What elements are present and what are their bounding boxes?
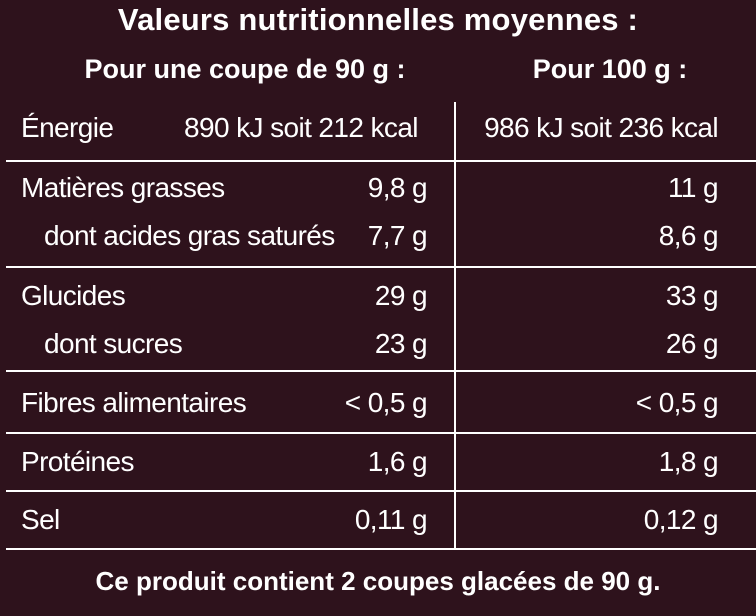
carbs-per-portion: 29 g <box>374 280 428 311</box>
fat-per-100g: 11 g <box>667 172 719 203</box>
row-label-protein: Protéines <box>21 446 134 477</box>
row-label-sugars: dont sucres <box>44 328 183 359</box>
energy-per-portion: 890 kJ soit 212 kcal <box>184 112 419 143</box>
nutrition-table: Énergie 890 kJ soit 212 kcal 986 kJ soit… <box>6 102 756 550</box>
row-label-energy: Énergie <box>21 112 114 143</box>
saturated-per-100g: 8,6 g <box>658 220 719 251</box>
row-divider <box>6 490 756 492</box>
column-header-per-portion: Pour une coupe de 90 g : <box>84 54 406 84</box>
row-divider <box>6 432 756 434</box>
portion-note: Ce produit contient 2 coupes glacées de … <box>95 566 661 596</box>
table-title: Valeurs nutritionnelles moyennes : <box>117 2 639 37</box>
fibre-per-portion: < 0,5 g <box>344 387 428 418</box>
protein-per-portion: 1,6 g <box>367 446 428 477</box>
salt-per-portion: 0,11 g <box>354 504 428 535</box>
carbs-per-100g: 33 g <box>665 280 719 311</box>
energy-per-100g: 986 kJ soit 236 kcal <box>484 112 719 143</box>
column-divider <box>454 102 456 550</box>
row-label-fat: Matières grasses <box>21 172 225 203</box>
saturated-per-portion: 7,7 g <box>367 220 428 251</box>
sugars-per-100g: 26 g <box>665 328 719 359</box>
row-divider <box>6 160 756 162</box>
protein-per-100g: 1,8 g <box>658 446 719 477</box>
column-header-per-100g: Pour 100 g : <box>532 54 688 84</box>
row-divider <box>6 370 756 372</box>
row-label-carbs: Glucides <box>21 280 126 311</box>
salt-per-100g: 0,12 g <box>643 504 719 535</box>
row-label-fibre: Fibres alimentaires <box>21 387 247 418</box>
row-label-salt: Sel <box>21 504 60 535</box>
row-divider <box>6 548 756 550</box>
fibre-per-100g: < 0,5 g <box>635 387 719 418</box>
row-label-saturated: dont acides gras saturés <box>44 220 335 251</box>
row-divider <box>6 266 756 268</box>
fat-per-portion: 9,8 g <box>367 172 428 203</box>
sugars-per-portion: 23 g <box>374 328 428 359</box>
